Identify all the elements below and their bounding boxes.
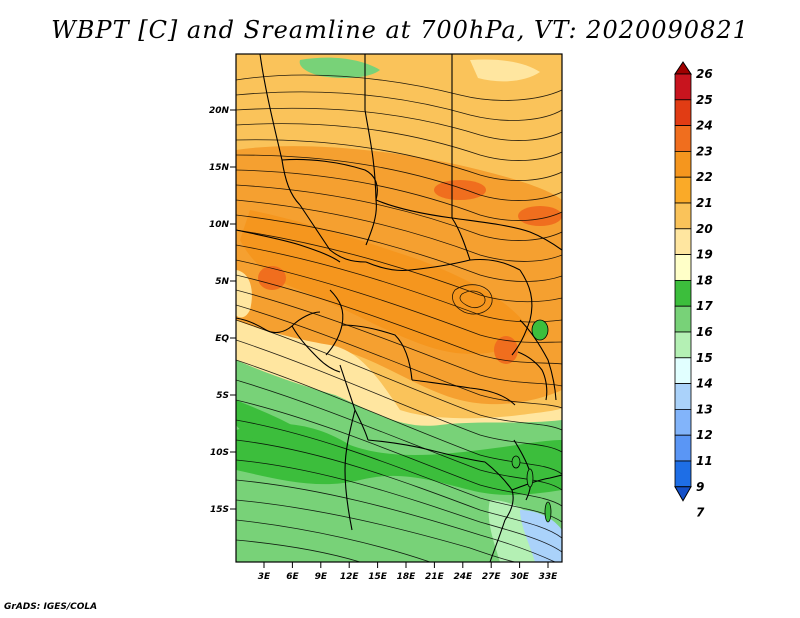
lat-tick-label: 20N	[209, 106, 230, 116]
legend-label: 11	[696, 454, 713, 468]
map-frame	[235, 53, 563, 563]
legend-label: 15	[696, 351, 713, 365]
legend-label: 24	[696, 119, 713, 133]
latitude-axis: 20N 15N 10N 5N EQ 5S 10S 15S	[209, 106, 236, 515]
lat-tick-label: 15S	[210, 505, 229, 515]
lon-tick-label: 27E	[482, 572, 502, 582]
lat-tick-label: 10S	[210, 448, 229, 458]
shaded-field	[236, 54, 562, 562]
lon-tick-label: 9E	[315, 572, 328, 582]
lon-tick-label: 15E	[368, 572, 388, 582]
legend-swatch	[674, 150, 692, 178]
legend-swatch	[674, 357, 692, 384]
legend-label: 18	[696, 273, 713, 287]
legend-label: 14	[696, 377, 713, 391]
legend-bottom-arrow	[674, 486, 692, 502]
lon-tick-label: 12E	[340, 572, 360, 582]
color-legend: 26 25 24 23 22 21 20 19 18 17 16 15 14 13 12 11 9 7	[674, 61, 713, 520]
legend-label: 12	[696, 428, 713, 442]
legend-swatch	[674, 228, 692, 256]
legend-swatch	[674, 176, 692, 204]
legend-label: 7	[696, 506, 705, 520]
credit-label: GrADS: IGES/COLA	[4, 602, 98, 612]
legend-swatch	[674, 99, 692, 127]
legend-swatch	[674, 202, 692, 230]
lon-tick-label: 18E	[397, 572, 417, 582]
streamlines	[236, 74, 562, 562]
legend-label: 9	[696, 480, 704, 494]
legend-swatch	[674, 331, 692, 359]
legend-swatch	[674, 383, 692, 410]
country-borders	[236, 54, 562, 562]
legend-label: 13	[696, 402, 713, 416]
longitude-axis: 3E 6E 9E 12E 15E 18E 21E 24E 27E 30E 33E	[258, 562, 558, 582]
chart-title: WBPT [C] and Sreamline at 700hPa, VT: 20…	[51, 16, 749, 44]
lon-tick-label: 6E	[286, 572, 299, 582]
lat-tick-label: 10N	[209, 220, 230, 230]
legend-label: 19	[696, 248, 713, 262]
legend-swatch	[674, 73, 692, 101]
legend-label: 20	[696, 222, 713, 236]
lon-tick-label: 21E	[425, 572, 445, 582]
legend-swatch	[674, 408, 692, 436]
legend-label: 17	[696, 299, 713, 313]
lon-tick-label: 24E	[453, 572, 473, 582]
legend-swatch	[674, 460, 692, 488]
lakes	[511, 319, 552, 523]
lon-tick-label: 3E	[258, 572, 271, 582]
lat-tick-label: 5S	[216, 391, 229, 401]
legend-swatch	[674, 434, 692, 462]
legend-swatch	[674, 125, 692, 152]
legend-swatch	[674, 305, 692, 333]
legend-top-arrow	[674, 61, 692, 75]
lat-tick-label: 15N	[209, 163, 230, 173]
lon-tick-label: 30E	[510, 572, 530, 582]
legend-label: 21	[696, 196, 713, 210]
legend-label: 22	[696, 170, 713, 184]
legend-label: 16	[696, 325, 713, 339]
lat-tick-label: 5N	[215, 277, 229, 287]
lon-tick-label: 33E	[539, 572, 559, 582]
legend-label: 25	[696, 93, 713, 107]
lat-tick-label: EQ	[215, 334, 229, 344]
legend-label: 26	[696, 67, 713, 81]
legend-label: 23	[696, 144, 713, 158]
legend-swatch	[674, 279, 692, 307]
legend-swatch	[674, 254, 692, 281]
